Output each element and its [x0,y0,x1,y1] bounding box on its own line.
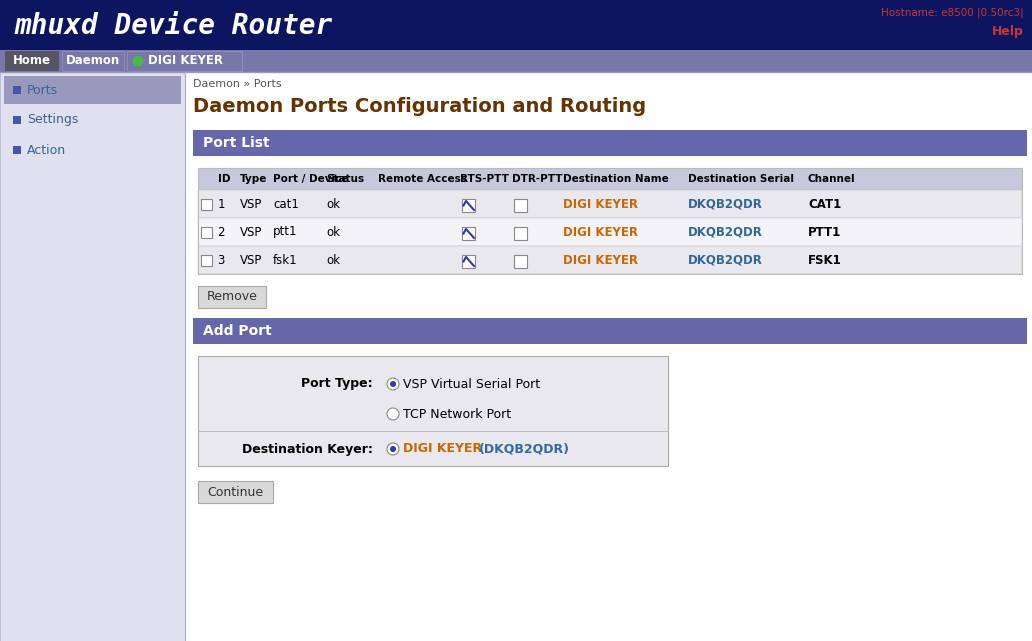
Bar [5,51,59,71]
Circle shape [390,381,396,387]
Text: Status: Status [326,174,364,184]
Text: ok: ok [326,197,340,210]
Text: (DKQB2QDR): (DKQB2QDR) [479,442,570,456]
Bar [462,199,475,212]
Bar [198,286,266,308]
Text: DIGI KEYER: DIGI KEYER [563,197,638,210]
Text: Daemon » Ports: Daemon » Ports [193,79,282,89]
Text: VSP: VSP [240,253,262,267]
Text: Add Port: Add Port [203,324,271,338]
Text: DKQB2QDR: DKQB2QDR [688,226,763,238]
Text: RTS-PTT: RTS-PTT [460,174,509,184]
Text: 3: 3 [218,253,225,267]
Bar [514,227,527,240]
Bar [201,199,212,210]
Bar [13,86,21,94]
Text: Hostname: e8500 |0.50rc3|: Hostname: e8500 |0.50rc3| [881,8,1024,19]
Bar [462,255,475,268]
Text: ok: ok [326,253,340,267]
Bar [62,51,124,71]
Text: Port / Device: Port / Device [273,174,349,184]
Text: Settings: Settings [27,113,78,126]
Text: ptt1: ptt1 [273,226,297,238]
Text: VSP Virtual Serial Port: VSP Virtual Serial Port [404,378,540,390]
Bar [462,227,475,240]
Bar [193,318,1027,344]
Bar [198,190,1022,218]
Circle shape [387,378,399,390]
Bar [198,168,1022,190]
Text: Help: Help [992,26,1024,38]
Text: Daemon Ports Configuration and Routing: Daemon Ports Configuration and Routing [193,97,646,117]
Circle shape [132,56,143,67]
Bar [198,246,1022,274]
Circle shape [387,443,399,455]
Text: Remote Access: Remote Access [378,174,466,184]
Text: ok: ok [326,226,340,238]
Text: cat1: cat1 [273,197,299,210]
Text: DTR-PTT: DTR-PTT [512,174,562,184]
Bar [13,146,21,154]
Bar [201,255,212,266]
Text: 2: 2 [218,226,225,238]
Circle shape [387,408,399,420]
Bar [0,50,1032,72]
Circle shape [390,446,396,452]
Text: Ports: Ports [27,83,58,97]
Text: FSK1: FSK1 [808,253,842,267]
Text: DKQB2QDR: DKQB2QDR [688,253,763,267]
Text: PTT1: PTT1 [808,226,841,238]
Bar [514,199,527,212]
Text: Channel: Channel [808,174,856,184]
Bar [13,116,21,124]
Text: mhuxd Device Router: mhuxd Device Router [14,12,332,40]
Bar [198,356,668,466]
Text: DIGI KEYER: DIGI KEYER [563,253,638,267]
Text: 1: 1 [218,197,225,210]
Text: Destination Serial: Destination Serial [688,174,794,184]
Bar [0,72,185,641]
Bar [198,168,1022,274]
Bar [198,481,273,503]
Text: fsk1: fsk1 [273,253,297,267]
Text: DKQB2QDR: DKQB2QDR [688,197,763,210]
Text: Remove: Remove [206,290,257,303]
Text: Continue: Continue [207,485,263,499]
Bar [198,218,1022,246]
Text: Type: Type [240,174,267,184]
Text: Action: Action [27,144,66,156]
Bar [4,136,181,164]
Text: Destination Name: Destination Name [563,174,669,184]
Bar [193,130,1027,156]
Bar [4,106,181,134]
Text: DIGI KEYER: DIGI KEYER [148,54,223,67]
Text: TCP Network Port: TCP Network Port [404,408,511,420]
Text: DIGI KEYER: DIGI KEYER [404,442,482,456]
Text: Home: Home [13,54,51,67]
Text: DIGI KEYER: DIGI KEYER [563,226,638,238]
Bar [0,0,1032,50]
Bar [514,255,527,268]
Bar [127,51,241,71]
Text: VSP: VSP [240,197,262,210]
Text: Port List: Port List [203,136,269,150]
Text: CAT1: CAT1 [808,197,841,210]
Text: ID: ID [218,174,230,184]
Text: Port Type:: Port Type: [301,378,373,390]
Text: Daemon: Daemon [66,54,120,67]
Text: Destination Keyer:: Destination Keyer: [243,442,373,456]
Text: VSP: VSP [240,226,262,238]
Bar [201,227,212,238]
Bar [4,76,181,104]
